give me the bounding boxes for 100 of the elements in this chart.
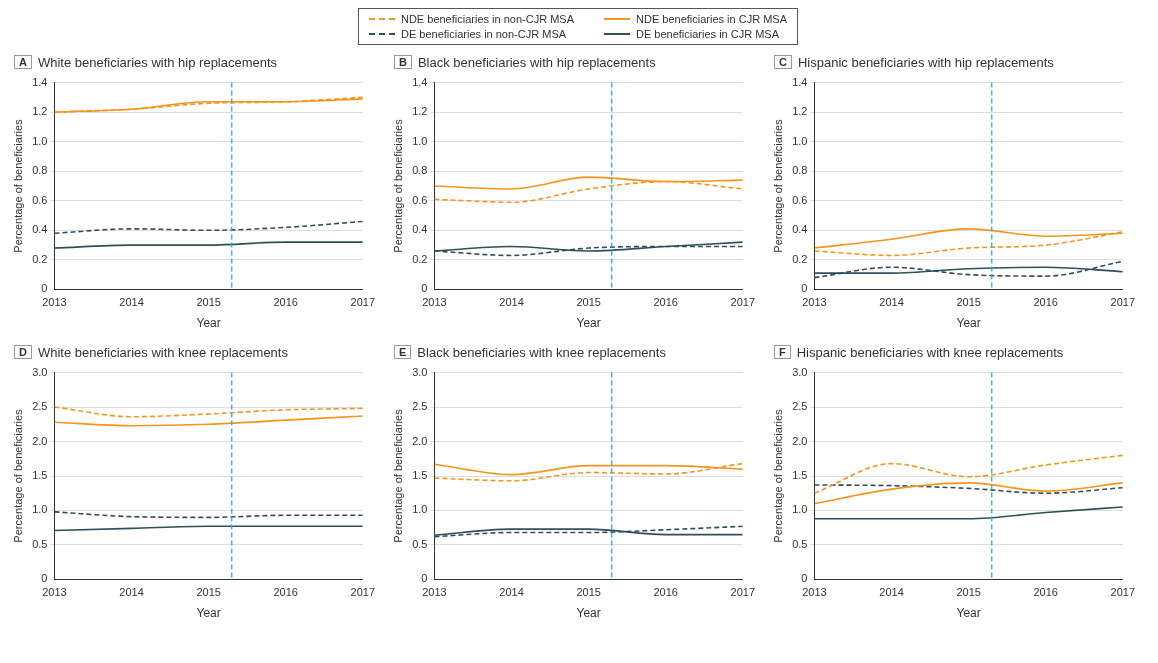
x-tick-label: 2014: [499, 586, 524, 599]
x-tick-label: 2016: [653, 296, 678, 309]
text: D: [14, 345, 32, 359]
x-tick-label: 2015: [956, 586, 981, 599]
x-axis-title: Year: [196, 316, 221, 331]
x-axis-title: Year: [956, 316, 981, 331]
x-tick-label: 2017: [730, 296, 756, 309]
y-axis-title: Percentage of beneficiaries: [771, 118, 784, 253]
line-series: [54, 406, 363, 418]
line-series: [434, 462, 743, 482]
x-tick-label: 2015: [196, 296, 221, 309]
legend-label: NDE beneficiaries in non-CJR MSA: [400, 13, 574, 25]
line-series: [814, 482, 1123, 505]
y-tick-label: 2.0: [412, 434, 428, 447]
y-tick-label: 0: [421, 572, 428, 585]
y-tick-label: 1.0: [792, 134, 808, 147]
y-tick-label: 0.5: [32, 537, 48, 550]
x-tick-label: 2014: [879, 296, 904, 309]
x-tick-label: 2017: [350, 586, 376, 599]
y-tick-label: 1.2: [792, 105, 808, 118]
y-tick-label: 1.5: [792, 469, 808, 482]
y-tick-label: 0.5: [412, 537, 428, 550]
x-tick-label: 2015: [196, 586, 221, 599]
line-series: [434, 180, 743, 204]
y-axis-title: Percentage of beneficiaries: [11, 118, 24, 253]
x-tick-label: 2014: [119, 586, 144, 599]
x-tick-label: 2013: [42, 586, 67, 599]
x-tick-label: 2013: [42, 296, 67, 309]
y-tick-label: 1.0: [32, 503, 48, 516]
x-tick-label: 2014: [119, 296, 144, 309]
y-tick-label: 0.4: [792, 223, 808, 236]
x-tick-label: 2017: [1110, 296, 1136, 309]
y-tick-label: 1.2: [412, 105, 428, 118]
legend-label: DE beneficiaries in non-CJR MSA: [400, 28, 567, 40]
y-tick-label: 0.8: [792, 164, 808, 177]
y-tick-label: 2.0: [32, 434, 48, 447]
y-tick-label: 0.2: [412, 252, 428, 265]
y-tick-label: 0.4: [412, 223, 428, 236]
legend-label: DE beneficiaries in CJR MSA: [636, 28, 780, 40]
y-tick-label: 0: [421, 282, 428, 295]
text: E: [394, 345, 412, 359]
y-tick-label: 1.0: [32, 134, 48, 147]
y-tick-label: 1.0: [792, 503, 808, 516]
y-axis-title: Percentage of beneficiaries: [771, 408, 784, 543]
line-series: [814, 260, 1123, 279]
y-tick-label: 3.0: [32, 365, 48, 378]
y-tick-label: 1.5: [412, 469, 428, 482]
y-tick-label: 0.2: [792, 252, 808, 265]
y-tick-label: 1.4: [792, 75, 808, 88]
chart-title: Black beneficiaries with hip replacements: [417, 54, 656, 70]
y-tick-label: 0.2: [32, 252, 48, 265]
y-tick-label: 0: [41, 572, 48, 585]
text: B: [394, 55, 412, 69]
x-tick-label: 2014: [499, 296, 524, 309]
legend-label: NDE beneficiaries in CJR MSA: [636, 13, 787, 25]
x-tick-label: 2016: [273, 296, 298, 309]
y-axis-title: Percentage of beneficiaries: [391, 118, 404, 253]
x-tick-label: 2013: [802, 586, 827, 599]
line-series: [814, 484, 1123, 495]
text: A: [14, 55, 32, 69]
y-tick-label: 0.4: [32, 223, 48, 236]
x-tick-label: 2016: [653, 586, 678, 599]
y-axis-title: Percentage of beneficiaries: [391, 408, 404, 543]
y-tick-label: 0.8: [32, 164, 48, 177]
y-tick-label: 0.6: [412, 193, 428, 206]
x-tick-label: 2017: [730, 586, 756, 599]
y-tick-label: 0: [41, 282, 48, 295]
chart-title: Hispanic beneficiaries with hip replacements: [797, 54, 1054, 70]
line-series: [814, 454, 1123, 495]
y-tick-label: 0.6: [792, 193, 808, 206]
y-tick-label: 1.2: [32, 105, 48, 118]
line-series: [54, 220, 363, 235]
x-tick-label: 2017: [1110, 586, 1136, 599]
x-tick-label: 2016: [1033, 296, 1058, 309]
y-tick-label: 0.6: [32, 193, 48, 206]
x-tick-label: 2015: [576, 586, 601, 599]
y-tick-label: 3.0: [792, 365, 808, 378]
y-tick-label: 2.0: [792, 434, 808, 447]
y-tick-label: 0.5: [792, 537, 808, 550]
x-axis-title: Year: [956, 606, 981, 621]
x-tick-label: 2015: [956, 296, 981, 309]
chart-title: White beneficiaries with hip replacements: [37, 54, 278, 70]
y-tick-label: 2.5: [412, 400, 428, 413]
y-tick-label: 0: [801, 572, 808, 585]
y-tick-label: 1.4: [412, 75, 428, 88]
y-tick-label: 0.8: [412, 164, 428, 177]
y-axis-title: Percentage of beneficiaries: [11, 408, 24, 543]
x-tick-label: 2013: [422, 586, 447, 599]
y-tick-label: 2.5: [792, 400, 808, 413]
x-tick-label: 2017: [350, 296, 376, 309]
x-axis-title: Year: [576, 316, 601, 331]
chart-title: White beneficiaries with knee replacements: [37, 344, 288, 360]
text: C: [774, 55, 792, 69]
x-axis-title: Year: [196, 606, 221, 621]
y-tick-label: 1.0: [412, 503, 428, 516]
x-tick-label: 2015: [576, 296, 601, 309]
line-series: [54, 415, 363, 427]
chart-title: Hispanic beneficiaries with knee replacements: [796, 344, 1064, 360]
x-tick-label: 2013: [802, 296, 827, 309]
y-tick-label: 2.5: [32, 400, 48, 413]
